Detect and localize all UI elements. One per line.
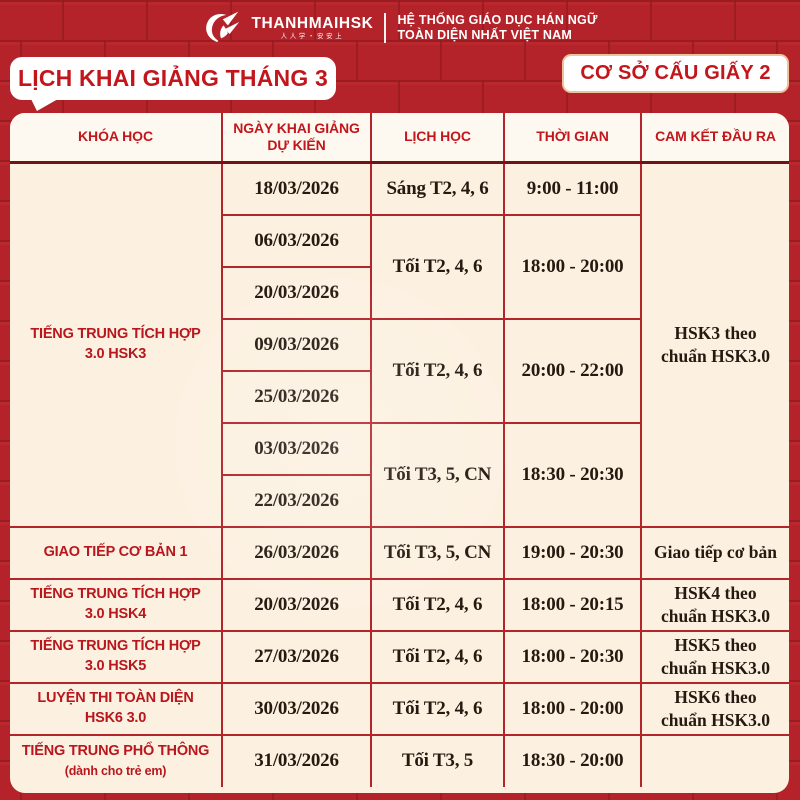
course-name-line: 3.0 HSK3 <box>84 345 147 362</box>
table-row: 20/03/2026 <box>10 266 789 320</box>
course-cell: GIAO TIẾP CƠ BẢN 1 <box>10 526 223 580</box>
branch-name: CƠ SỞ CẤU GIẤY 2 <box>580 62 771 84</box>
table-row: 03/03/2026 Tối T3, 5, CN 18:30 - 20:30 <box>10 422 789 528</box>
table-row: TIẾNG TRUNG PHỔ THÔNG (dành cho trẻ em) 31… <box>10 734 789 787</box>
commit-cell: Giao tiếp cơ bản <box>641 526 789 580</box>
header-divider <box>384 13 387 43</box>
table-row: TIẾNG TRUNG TÍCH HỢP 3.0 HSK3 18/03/2026 Sá… <box>10 162 789 528</box>
time-cell: 18:30 - 20:30 <box>504 422 642 528</box>
date-cell: 20/03/2026 <box>222 578 372 632</box>
course-name-line: 3.0 HSK4 <box>84 605 147 622</box>
course-name-line: TIẾNG TRUNG TÍCH HỢP <box>30 585 201 602</box>
column-header-time: THỜI GIAN <box>504 113 642 164</box>
date-cell: 25/03/2026 <box>222 370 372 424</box>
schedule-table: KHÓA HỌC NGÀY KHAI GIẢNG DỰ KIẾN LỊCH HỌ… <box>10 113 789 787</box>
brand-slogan-cjk: 人人学・安安上 <box>280 33 345 40</box>
course-cell: TIẾNG TRUNG TÍCH HỢP 3.0 HSK3 <box>10 162 223 528</box>
brand-tagline: HỆ THỐNG GIÁO DỤC HÁN NGỮ TOÀN DIỆN NHẤT… <box>397 13 597 43</box>
date-cell: 18/03/2026 <box>222 162 372 216</box>
date-cell: 09/03/2026 <box>222 318 372 372</box>
tagline-line-2: TOÀN DIỆN NHẤT VIỆT NAM <box>397 28 572 42</box>
table-header-row: KHÓA HỌC NGÀY KHAI GIẢNG DỰ KIẾN LỊCH HỌ… <box>10 113 789 164</box>
branch-badge: CƠ SỞ CẤU GIẤY 2 <box>562 54 789 93</box>
column-header-commitment: CAM KẾT ĐẦU RA <box>641 113 789 164</box>
table-row: 06/03/2026 Tối T2, 4, 6 18:00 - 20:00 <box>10 214 789 320</box>
course-name-line: GIAO TIẾP CƠ BẢN 1 <box>43 543 188 560</box>
table-row: 25/03/2026 <box>10 370 789 424</box>
time-cell: 18:00 - 20:30 <box>504 630 642 684</box>
date-cell: 06/03/2026 <box>222 214 372 268</box>
date-cell: 03/03/2026 <box>222 422 372 476</box>
table-row: GIAO TIẾP CƠ BẢN 1 26/03/2026 Tối T3, 5, C… <box>10 526 789 580</box>
date-cell: 31/03/2026 <box>222 734 372 787</box>
course-name-line: 3.0 HSK5 <box>84 657 147 674</box>
date-cell: 26/03/2026 <box>222 526 372 580</box>
sched-cell: Tối T2, 4, 6 <box>371 682 505 736</box>
time-cell: 9:00 - 11:00 <box>504 162 642 216</box>
sched-cell: Tối T2, 4, 6 <box>371 630 505 684</box>
brand-block: THANHMAIHSK 人人学・安安上 <box>251 14 374 41</box>
column-header-schedule: LỊCH HỌC <box>371 113 505 164</box>
course-cell: TIẾNG TRUNG TÍCH HỢP 3.0 HSK5 <box>10 630 223 684</box>
schedule-title: LỊCH KHAI GIẢNG THÁNG 3 <box>18 65 328 91</box>
date-cell: 20/03/2026 <box>222 266 372 320</box>
table-row: 09/03/2026 Tối T2, 4, 6 20:00 - 22:00 <box>10 318 789 424</box>
course-cell: LUYỆN THI TOÀN DIỆN HSK6 3.0 <box>10 682 223 736</box>
course-name-line: HSK6 3.0 <box>84 709 147 726</box>
tagline-line-1: HỆ THỐNG GIÁO DỤC HÁN NGỮ <box>397 13 598 27</box>
time-cell: 18:00 - 20:15 <box>504 578 642 632</box>
brand-logo-icon <box>206 11 240 42</box>
time-cell: 18:30 - 20:00 <box>504 734 642 787</box>
course-cell: TIẾNG TRUNG PHỔ THÔNG (dành cho trẻ em) <box>10 734 223 787</box>
date-cell: 30/03/2026 <box>222 682 372 736</box>
commit-cell: HSK4 theo chuẩn HSK3.0 <box>641 578 789 632</box>
commit-cell: HSK5 theo chuẩn HSK3.0 <box>641 630 789 684</box>
sched-cell: Tối T3, 5 <box>371 734 505 787</box>
schedule-title-bubble: LỊCH KHAI GIẢNG THÁNG 3 <box>10 57 336 111</box>
sched-cell: Tối T2, 4, 6 <box>371 318 505 424</box>
course-name-line: TIẾNG TRUNG PHỔ THÔNG <box>21 743 210 760</box>
course-name-line: TIẾNG TRUNG TÍCH HỢP <box>30 637 201 654</box>
sched-cell: Tối T2, 4, 6 <box>371 214 505 320</box>
course-name-line: LUYỆN THI TOÀN DIỆN <box>37 689 194 706</box>
date-cell: 22/03/2026 <box>222 474 372 528</box>
course-name-line: TIẾNG TRUNG TÍCH HỢP <box>30 326 201 343</box>
sched-cell: Tối T2, 4, 6 <box>371 578 505 632</box>
time-cell: 18:00 - 20:00 <box>504 682 642 736</box>
time-cell: 19:00 - 20:30 <box>504 526 642 580</box>
commit-cell <box>641 735 789 787</box>
table-row: 22/03/2026 <box>10 474 789 528</box>
commit-cell: HSK3 theo chuẩn HSK3.0 <box>641 162 789 528</box>
table-row: TIẾNG TRUNG TÍCH HỢP 3.0 HSK4 20/03/2026 Tố… <box>10 578 789 632</box>
column-header-start-date: NGÀY KHAI GIẢNG DỰ KIẾN <box>222 113 372 164</box>
course-cell: TIẾNG TRUNG TÍCH HỢP 3.0 HSK4 <box>10 578 223 632</box>
date-cell: 27/03/2026 <box>222 630 372 684</box>
schedule-table-card: KHÓA HỌC NGÀY KHAI GIẢNG DỰ KIẾN LỊCH HỌ… <box>10 113 789 793</box>
time-cell: 20:00 - 22:00 <box>504 318 642 424</box>
sched-cell: Sáng T2, 4, 6 <box>371 162 505 216</box>
table-row: TIẾNG TRUNG TÍCH HỢP 3.0 HSK5 27/03/2026 Tố… <box>10 630 789 684</box>
column-header-course: KHÓA HỌC <box>10 113 223 164</box>
commit-cell: HSK6 theo chuẩn HSK3.0 <box>641 682 789 736</box>
sched-cell: Tối T3, 5, CN <box>371 422 505 528</box>
brand-header: THANHMAIHSK 人人学・安安上 HỆ THỐNG GIÁO DỤC HÁ… <box>0 0 800 56</box>
course-note: (dành cho trẻ em) <box>64 763 167 778</box>
brand-name: THANHMAIHSK <box>251 14 374 32</box>
table-row: LUYỆN THI TOÀN DIỆN HSK6 3.0 30/03/2026 Tối… <box>10 682 789 736</box>
time-cell: 18:00 - 20:00 <box>504 214 642 320</box>
sched-cell: Tối T3, 5, CN <box>371 526 505 580</box>
